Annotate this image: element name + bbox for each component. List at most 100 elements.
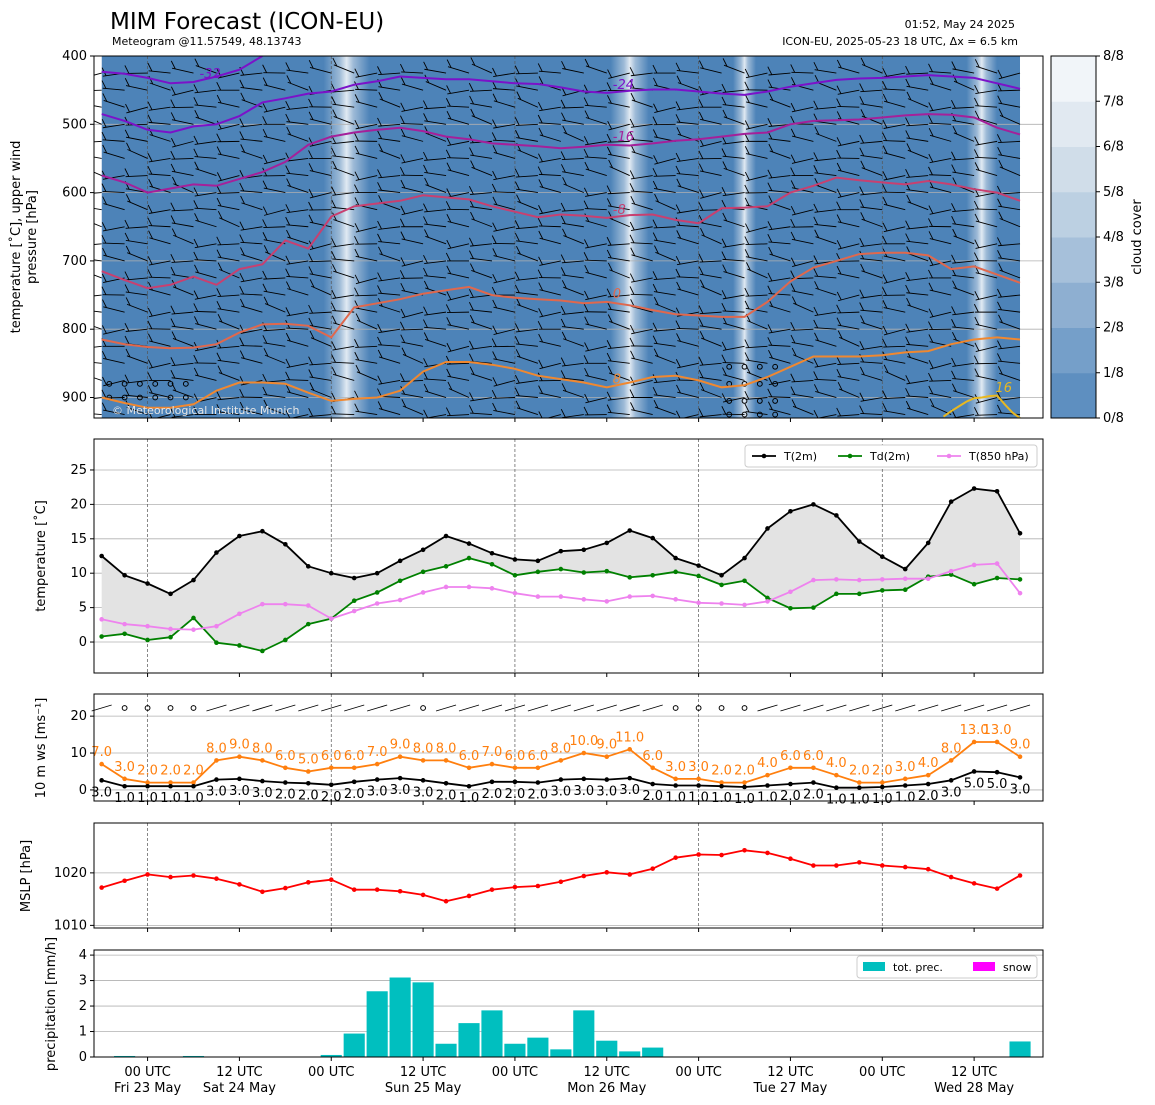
wind-barb-flag: [492, 170, 497, 180]
wind-barb: [264, 406, 286, 416]
wind-barb-flag: [331, 238, 337, 247]
legend-swatch: [973, 962, 995, 971]
wind-barb: [332, 413, 355, 416]
wind-barb: [975, 169, 998, 176]
wind-barb: [125, 379, 148, 384]
calm-mark: [726, 363, 733, 370]
wind-barb-flag: [836, 59, 842, 69]
wind-barb: [425, 81, 447, 91]
wind-barb: [999, 218, 1021, 228]
wind-barb-flag: [125, 297, 131, 306]
series-point: [719, 601, 724, 606]
wind-barb-flag: [859, 147, 865, 157]
wind-barb: [837, 311, 860, 314]
wind-barb-flag: [124, 129, 130, 139]
series-point: [765, 783, 770, 788]
wind-barb: [94, 294, 102, 297]
wind-barb: [747, 320, 768, 330]
series-point: [1017, 577, 1023, 582]
series-point: [879, 577, 885, 582]
wind-value-label: 2.0: [275, 788, 296, 803]
wind-barb-flag: [194, 58, 200, 67]
wind-barb: [883, 328, 906, 336]
wind-barb: [768, 277, 791, 282]
wind-barb-flag: [400, 128, 406, 137]
calm-mark: [167, 705, 174, 711]
series-point: [145, 637, 150, 643]
wind-barb: [194, 140, 217, 145]
wind-value-label: 2.0: [803, 788, 824, 803]
series-point: [535, 780, 541, 785]
wind-barb: [516, 407, 539, 416]
wind-ylabel: 10 m ws [ms⁻¹]: [34, 698, 49, 799]
wind-barb: [745, 411, 768, 416]
chart-subtitle: Meteogram @11.57549, 48.13743: [112, 35, 302, 48]
wind-value-label: 5.0: [987, 777, 1008, 792]
wind-barb: [837, 140, 860, 147]
wind-barb-flag: [331, 186, 337, 196]
wind-barb: [837, 324, 860, 330]
wind-barb-flag: [561, 383, 567, 392]
series-point: [305, 780, 311, 786]
wind-barb-flag: [583, 252, 589, 261]
precip-bar: [619, 1051, 641, 1057]
series-point: [971, 739, 977, 745]
wind-barb-flag: [560, 254, 566, 263]
calm-mark: [695, 705, 702, 711]
wind-barb-flag: [698, 305, 704, 314]
wind-barb: [952, 106, 975, 109]
wind-barb-flag: [170, 318, 176, 327]
wind-barb: [241, 99, 263, 108]
colorbar-segment: [1051, 237, 1096, 283]
wind-barb: [607, 257, 630, 262]
wind-barb-flag: [952, 125, 958, 135]
wind-barb: [837, 294, 860, 302]
wind-barb-flag: [468, 237, 474, 246]
wind-barb-flag: [285, 165, 291, 174]
wind-barb: [424, 223, 447, 228]
series-point: [122, 621, 127, 627]
wind-barb: [585, 168, 607, 176]
wind-barb-flag: [377, 233, 382, 243]
wind-barb: [309, 260, 332, 263]
wind-barb-flag: [744, 197, 750, 206]
series-point: [948, 499, 954, 504]
wind-barb: [745, 307, 768, 313]
wind-barb: [240, 345, 263, 347]
wind-barb-flag: [102, 93, 108, 102]
wind-barb: [546, 414, 561, 418]
wind-barb-flag: [629, 170, 635, 179]
wind-barb: [769, 253, 791, 262]
wind-barb: [699, 311, 722, 315]
series-point: [237, 776, 242, 782]
wind-barb-flag: [538, 256, 543, 265]
wind-barb-flag: [676, 127, 682, 136]
series-point: [237, 611, 242, 617]
series-point: [558, 548, 564, 554]
wind-barb-flag: [629, 389, 635, 398]
wind-barb-flag: [125, 245, 131, 255]
wind-barb-flag: [836, 317, 842, 326]
wind-barb: [286, 158, 309, 162]
wind-barb-flag: [813, 371, 819, 380]
wind-barb-flag: [744, 300, 750, 310]
calm-mark: [772, 398, 779, 404]
series-point: [535, 765, 541, 771]
wind-barb-flag: [652, 271, 658, 280]
series-point: [489, 761, 495, 767]
wind-barb-flag: [308, 214, 314, 224]
precip-frame: [93, 949, 1044, 1058]
series-point: [879, 588, 885, 593]
surface-barb: [872, 704, 893, 712]
wind-barb: [769, 150, 791, 159]
wind-barb: [699, 170, 722, 176]
series-point: [374, 570, 380, 576]
wind-barb-flag: [836, 98, 842, 107]
colorbar-tick-label: 0/8: [1103, 411, 1124, 426]
wind-barb-flag: [331, 251, 336, 260]
wind-barb-flag: [653, 348, 659, 357]
y-tick-label: 0: [79, 635, 87, 650]
series-point: [420, 892, 426, 898]
wind-barb: [676, 158, 699, 162]
wind-barb: [355, 307, 378, 313]
